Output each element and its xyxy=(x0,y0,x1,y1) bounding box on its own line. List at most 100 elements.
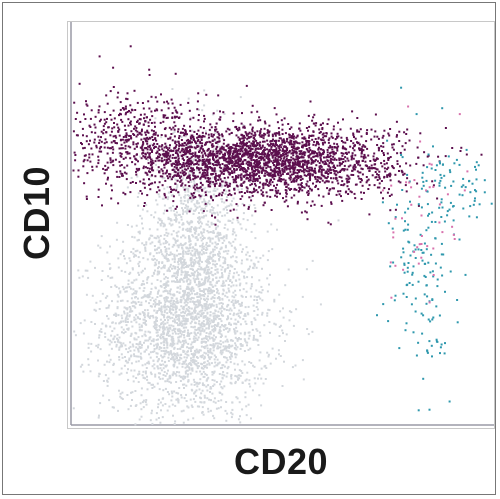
data-point xyxy=(302,165,304,168)
data-point xyxy=(284,284,287,287)
data-point xyxy=(172,149,175,152)
data-point xyxy=(289,178,292,181)
data-point xyxy=(255,266,258,269)
data-point xyxy=(190,259,193,262)
data-point xyxy=(110,334,113,337)
data-point xyxy=(249,347,252,350)
data-point xyxy=(234,356,237,359)
data-point xyxy=(250,199,253,202)
data-point xyxy=(192,261,195,264)
data-point xyxy=(134,390,137,392)
data-point xyxy=(161,313,164,316)
data-point xyxy=(311,152,313,155)
data-point xyxy=(264,169,267,172)
data-point xyxy=(378,182,381,185)
data-point xyxy=(308,166,311,169)
data-point xyxy=(312,116,315,119)
data-point xyxy=(98,336,101,339)
data-point xyxy=(178,362,181,365)
data-point xyxy=(267,165,270,168)
data-point xyxy=(171,303,174,306)
data-point xyxy=(232,230,235,233)
data-point xyxy=(277,139,280,142)
data-point xyxy=(278,179,281,182)
data-point xyxy=(146,388,149,391)
data-point xyxy=(190,307,193,310)
data-point xyxy=(102,380,105,382)
data-point xyxy=(114,284,117,287)
data-point xyxy=(227,330,230,333)
data-point xyxy=(241,295,244,298)
data-point xyxy=(162,356,164,359)
data-point xyxy=(154,249,157,252)
data-point xyxy=(259,181,262,184)
data-point xyxy=(228,356,231,359)
data-point xyxy=(159,294,162,297)
data-point xyxy=(140,346,143,349)
data-point xyxy=(134,331,137,334)
data-point xyxy=(209,332,212,335)
data-point xyxy=(288,159,290,161)
data-point xyxy=(243,363,246,366)
data-point xyxy=(191,234,194,237)
data-point xyxy=(357,141,360,144)
data-point xyxy=(173,275,176,278)
data-point xyxy=(201,325,204,328)
data-point xyxy=(171,253,174,256)
data-point xyxy=(176,249,178,252)
data-point xyxy=(266,129,269,132)
data-point xyxy=(189,196,192,199)
data-point xyxy=(217,238,220,241)
data-point xyxy=(373,184,376,187)
data-point xyxy=(132,247,135,250)
data-point xyxy=(137,204,140,207)
data-point xyxy=(151,182,154,185)
data-point xyxy=(306,163,309,166)
data-point xyxy=(216,289,219,292)
data-point xyxy=(235,148,238,150)
data-point xyxy=(247,152,249,155)
data-point xyxy=(303,154,306,156)
data-point xyxy=(298,162,301,165)
data-point xyxy=(169,352,172,355)
data-point xyxy=(282,164,285,167)
data-point xyxy=(249,145,252,148)
data-point xyxy=(253,223,256,226)
data-point xyxy=(223,284,226,287)
data-point xyxy=(195,394,198,397)
data-point xyxy=(241,153,244,156)
data-point xyxy=(150,163,153,166)
data-point xyxy=(123,166,126,169)
data-point xyxy=(221,293,224,296)
data-point xyxy=(232,291,235,294)
data-point xyxy=(209,386,212,388)
data-point xyxy=(235,234,238,237)
data-point xyxy=(143,333,146,336)
data-point xyxy=(103,363,106,366)
data-point xyxy=(214,268,217,271)
data-point xyxy=(319,131,322,133)
data-point xyxy=(133,236,136,239)
data-point xyxy=(197,145,200,148)
data-point xyxy=(107,338,110,341)
data-point xyxy=(249,184,252,187)
data-point xyxy=(209,210,212,213)
data-point xyxy=(153,367,156,370)
data-point xyxy=(373,163,376,166)
data-point xyxy=(345,136,348,139)
data-point xyxy=(123,257,126,260)
data-point xyxy=(198,303,201,306)
data-point xyxy=(203,356,206,359)
data-point xyxy=(198,212,200,214)
data-point xyxy=(202,245,205,248)
data-point xyxy=(201,304,204,307)
data-point xyxy=(140,296,143,299)
data-point xyxy=(114,312,117,315)
data-point xyxy=(164,387,167,390)
data-point xyxy=(201,411,204,414)
data-point xyxy=(218,346,221,349)
data-point xyxy=(178,142,181,145)
data-point xyxy=(293,151,296,154)
data-point xyxy=(155,317,158,319)
data-point xyxy=(184,270,187,273)
